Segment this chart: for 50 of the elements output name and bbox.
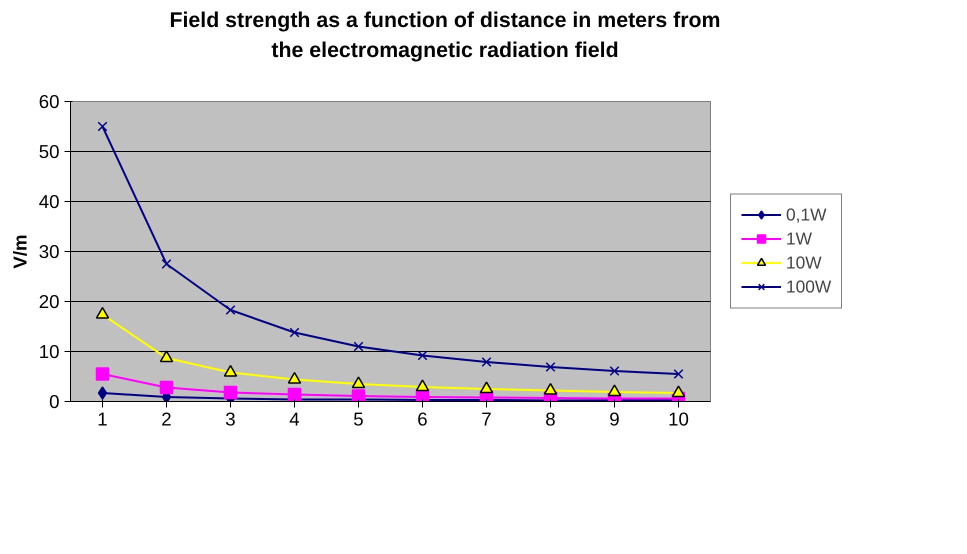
point bbox=[608, 384, 622, 396]
y-tick-label: 20 bbox=[38, 290, 60, 312]
y-tick-label: 0 bbox=[49, 390, 60, 412]
point bbox=[418, 350, 428, 360]
point bbox=[226, 304, 236, 315]
point bbox=[288, 372, 302, 384]
x-tick-label: 1 bbox=[97, 408, 108, 430]
point bbox=[416, 390, 430, 402]
point bbox=[352, 389, 366, 402]
y-tick-label: 50 bbox=[38, 140, 60, 162]
point bbox=[288, 388, 302, 402]
x-tick-label: 3 bbox=[225, 408, 236, 430]
legend-label: 1W bbox=[786, 228, 812, 250]
point bbox=[160, 380, 174, 394]
point bbox=[352, 376, 366, 388]
y-axis-title: V/m bbox=[10, 234, 31, 269]
point bbox=[354, 341, 364, 352]
y-tick-label: 30 bbox=[38, 240, 60, 262]
chart-title: Field strength as a function of distance in meters from the electromagnetic radiation field bbox=[169, 7, 721, 64]
point bbox=[98, 121, 108, 132]
point bbox=[224, 386, 238, 400]
point bbox=[98, 386, 108, 400]
x-tick-label: 7 bbox=[481, 408, 492, 430]
y-tick-label: 10 bbox=[38, 340, 60, 362]
point bbox=[674, 368, 684, 379]
point bbox=[544, 382, 558, 395]
point bbox=[224, 364, 238, 377]
x-tick-label: 8 bbox=[545, 408, 556, 430]
y-tick-label: 60 bbox=[38, 90, 60, 112]
point bbox=[162, 258, 172, 269]
x-tick-label: 10 bbox=[668, 408, 689, 430]
legend-label: 10W bbox=[786, 252, 822, 274]
x-tick-label: 5 bbox=[353, 408, 364, 430]
point bbox=[96, 367, 110, 381]
point bbox=[480, 381, 494, 394]
x-tick-label: 4 bbox=[289, 408, 300, 430]
point bbox=[610, 366, 620, 376]
point bbox=[416, 379, 430, 392]
x-tick-label: 6 bbox=[417, 408, 428, 430]
point bbox=[672, 385, 686, 398]
point bbox=[482, 356, 492, 367]
point bbox=[546, 362, 556, 372]
point bbox=[96, 306, 110, 319]
y-tick-label: 40 bbox=[38, 190, 60, 212]
x-tick-label: 2 bbox=[161, 408, 172, 430]
legend-label: 100W bbox=[786, 276, 832, 298]
legend-label: 0,1W bbox=[786, 204, 826, 226]
point bbox=[290, 327, 300, 338]
x-tick-label: 9 bbox=[609, 408, 620, 430]
point bbox=[160, 350, 174, 362]
